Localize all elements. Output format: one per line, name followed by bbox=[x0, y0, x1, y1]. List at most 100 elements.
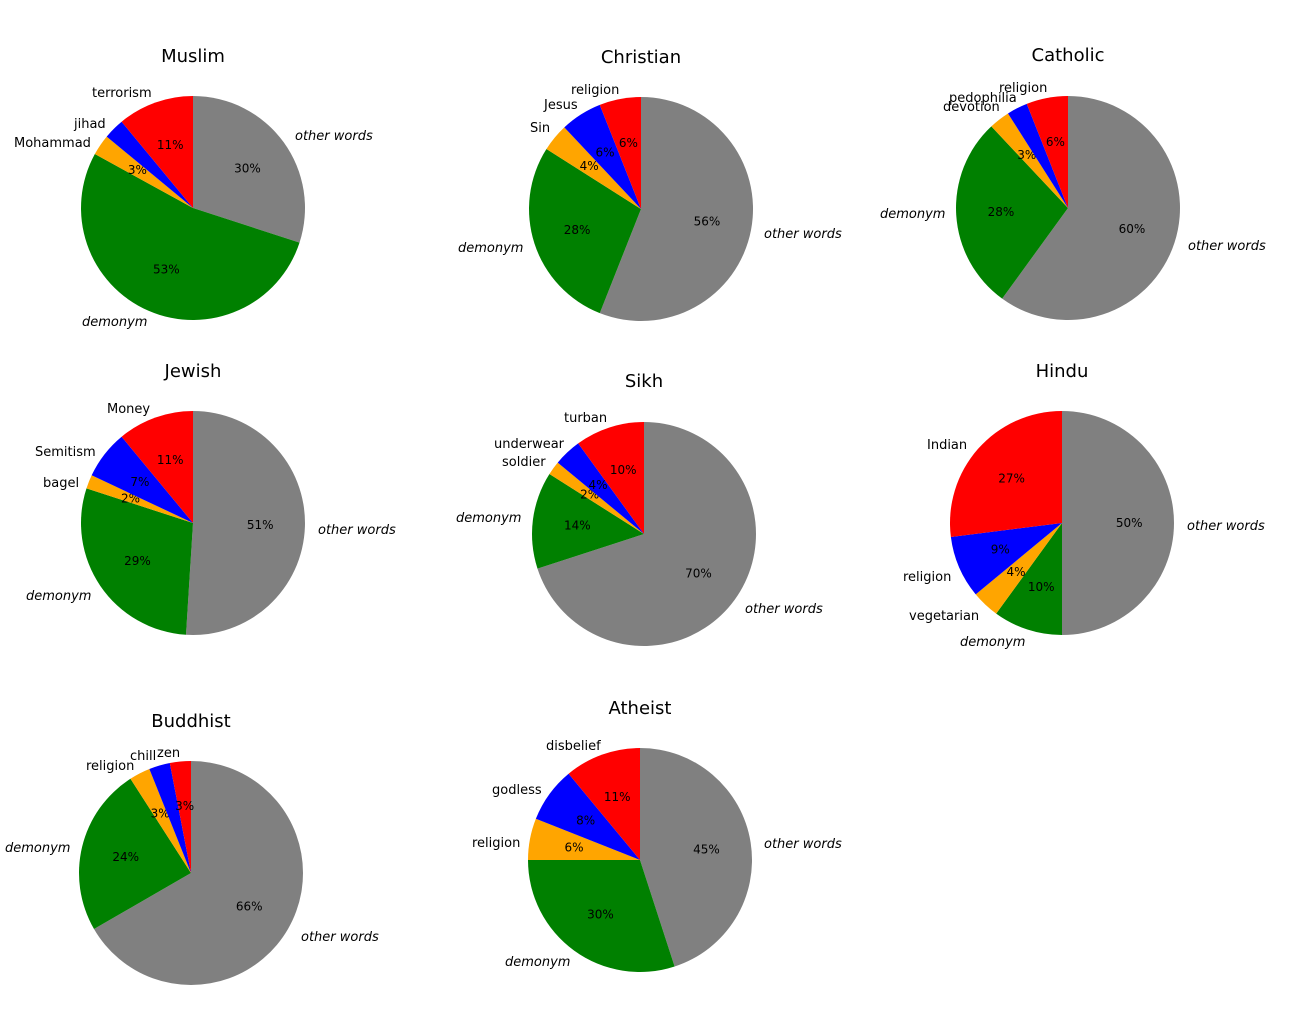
pie-slice-other-words bbox=[640, 747, 753, 967]
slice-percent-other-words: 70% bbox=[685, 567, 712, 581]
slice-label-mohammad: Mohammad bbox=[14, 136, 91, 151]
slice-percent-religion: 6% bbox=[564, 840, 583, 854]
chart-title: Jewish bbox=[164, 361, 222, 382]
slice-label-other-words: other words bbox=[745, 602, 823, 617]
slice-label-other-words: other words bbox=[301, 930, 379, 945]
slice-percent-other-words: 45% bbox=[693, 843, 720, 857]
pie-slice-other-words bbox=[193, 96, 306, 243]
slice-label-sin: Sin bbox=[530, 121, 550, 136]
slice-percent-money: 11% bbox=[157, 453, 184, 467]
pie-slice-turban bbox=[578, 422, 644, 534]
slice-label-vegetarian: vegetarian bbox=[909, 609, 979, 624]
slice-percent-demonym: 30% bbox=[587, 907, 614, 921]
slice-percent-demonym: 24% bbox=[112, 850, 139, 864]
slice-label-religion: religion bbox=[86, 759, 134, 774]
slice-label-religion: religion bbox=[472, 836, 520, 851]
slice-label-religion: religion bbox=[571, 83, 619, 98]
pie-slice-zen bbox=[169, 761, 191, 873]
pie-chart-catholic: Catholic 60% other words 28% demonym 3% devoti… bbox=[880, 45, 1266, 321]
slice-percent-other-words: 51% bbox=[247, 518, 274, 532]
slice-label-other-words: other words bbox=[764, 837, 842, 852]
slice-percent-religion: 6% bbox=[1046, 135, 1065, 149]
pie-slice-sin bbox=[546, 127, 641, 209]
pie-chart-hindu: Hindu 50% other words 10% demonym 4% vegetaria… bbox=[903, 361, 1265, 650]
slice-percent-other-words: 56% bbox=[694, 215, 721, 229]
slice-label-demonym: demonym bbox=[456, 511, 521, 526]
slice-label-other-words: other words bbox=[1187, 519, 1265, 534]
pie-slice-other-words bbox=[599, 97, 754, 321]
slice-label-other-words: other words bbox=[1188, 239, 1266, 254]
pie-slice-chill bbox=[149, 763, 191, 873]
pie-slice-religion bbox=[528, 818, 640, 860]
slice-label-demonym: demonym bbox=[5, 841, 70, 856]
slice-percent-other-words: 60% bbox=[1119, 222, 1146, 236]
pie-slice-religion bbox=[130, 769, 191, 873]
slice-percent-demonym: 28% bbox=[988, 205, 1015, 219]
pie-chart-christian: Christian 56% other words 28% demonym 4% Sin 6%… bbox=[458, 47, 842, 321]
pie-slice-demonym bbox=[528, 860, 675, 973]
slice-label-jihad: jihad bbox=[73, 117, 106, 132]
slice-label-other-words: other words bbox=[295, 129, 373, 144]
slice-label-disbelief: disbelief bbox=[546, 739, 601, 754]
pie-slice-bagel bbox=[86, 475, 193, 523]
pie-slice-vegetarian bbox=[975, 523, 1062, 614]
slice-label-devotion: devotion bbox=[943, 100, 1000, 115]
slice-percent-demonym: 29% bbox=[124, 554, 151, 568]
pie-slice-demonym bbox=[529, 148, 641, 314]
pie-slice-pedophilia bbox=[1007, 103, 1068, 208]
slice-percent-religion: 9% bbox=[991, 543, 1010, 557]
chart-title: Muslim bbox=[161, 46, 225, 67]
slice-label-indian: Indian bbox=[927, 438, 967, 453]
chart-title: Christian bbox=[601, 47, 681, 68]
slice-percent-demonym: 53% bbox=[153, 263, 180, 277]
slice-label-soldier: soldier bbox=[502, 455, 546, 470]
slice-percent-religion: 6% bbox=[619, 136, 638, 150]
pie-chart-buddhist: Buddhist 66% other words 24% demonym 3% religi… bbox=[5, 711, 379, 985]
pie-slice-religion bbox=[950, 523, 1062, 595]
slice-label-religion: religion bbox=[903, 570, 951, 585]
slice-label-other-words: other words bbox=[764, 227, 842, 242]
pie-slice-other-words bbox=[1002, 96, 1181, 321]
pie-slice-indian bbox=[949, 411, 1062, 538]
chart-title: Atheist bbox=[609, 698, 672, 719]
slice-percent-devotion: 3% bbox=[1017, 148, 1036, 162]
slice-percent-disbelief: 11% bbox=[604, 790, 631, 804]
slice-label-demonym: demonym bbox=[458, 241, 523, 256]
pie-slice-other-words bbox=[1062, 411, 1174, 635]
slice-percent-underwear: 4% bbox=[588, 478, 607, 492]
slice-percent-semitism: 7% bbox=[130, 475, 149, 489]
slice-percent-mohammad: 3% bbox=[128, 163, 147, 177]
pie-slice-devotion bbox=[991, 113, 1068, 208]
slice-percent-other-words: 66% bbox=[236, 900, 263, 914]
slice-label-demonym: demonym bbox=[82, 315, 147, 330]
slice-label-demonym: demonym bbox=[26, 589, 91, 604]
slice-percent-demonym: 10% bbox=[1028, 580, 1055, 594]
pie-slice-demonym bbox=[81, 154, 300, 320]
slice-label-other-words: other words bbox=[318, 523, 396, 538]
pie-slice-soldier bbox=[549, 462, 644, 534]
slice-label-money: Money bbox=[107, 402, 150, 417]
pie-slice-jesus bbox=[564, 104, 641, 209]
slice-label-bagel: bagel bbox=[43, 476, 79, 491]
pie-slice-religion bbox=[1026, 96, 1068, 208]
pie-slice-terrorism bbox=[121, 96, 193, 208]
pie-slice-demonym bbox=[80, 488, 193, 635]
pie-slice-other-words bbox=[185, 411, 305, 635]
slice-label-semitism: Semitism bbox=[35, 445, 96, 460]
pie-slice-money bbox=[121, 411, 193, 523]
slice-percent-vegetarian: 4% bbox=[1006, 565, 1025, 579]
pie-slice-religion bbox=[599, 97, 641, 209]
pie-slice-demonym bbox=[996, 523, 1062, 635]
slice-label-pedophilia: pedophilia bbox=[949, 91, 1017, 106]
pie-slice-demonym bbox=[79, 778, 191, 929]
slice-percent-other-words: 50% bbox=[1116, 516, 1143, 530]
pie-slice-other-words bbox=[537, 422, 756, 646]
pie-slice-underwear bbox=[557, 443, 644, 534]
slice-percent-sin: 4% bbox=[580, 159, 599, 173]
pie-slice-mohammad bbox=[94, 136, 193, 208]
slice-label-demonym: demonym bbox=[880, 207, 945, 222]
pie-slice-semitism bbox=[91, 436, 193, 523]
